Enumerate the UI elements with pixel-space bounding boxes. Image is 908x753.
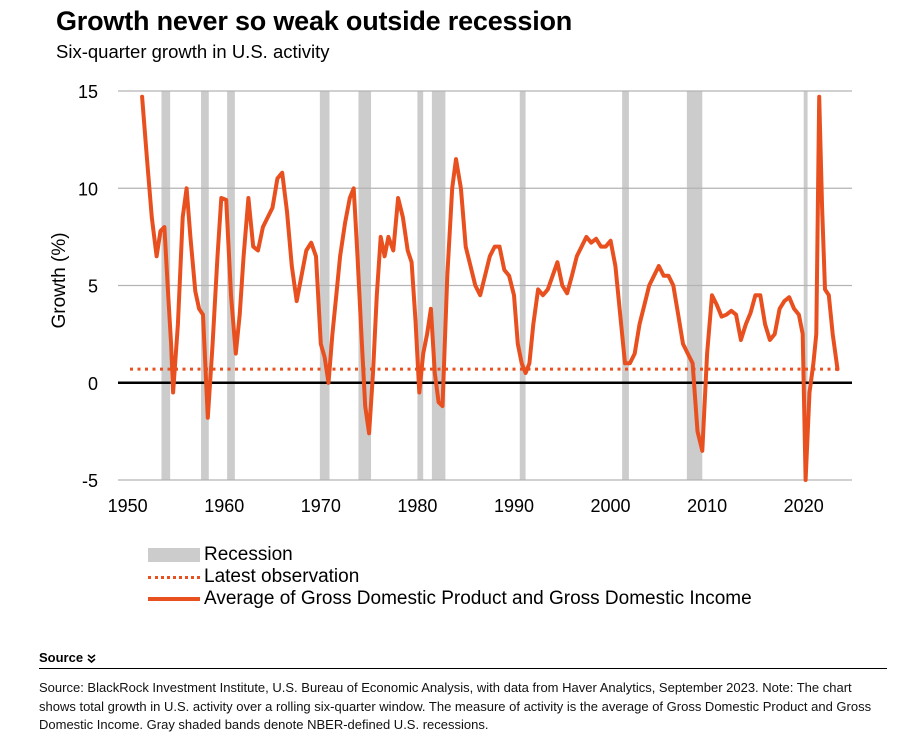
legend-label-recession: Recession — [204, 544, 293, 565]
series-layer — [140, 94, 840, 482]
axis-labels: -5 0 5 10 15 1950 1960 1970 1980 1990 2000 2010 2020… — [49, 82, 824, 516]
chevron-double-down-icon — [87, 654, 96, 664]
legend-item-series: Average of Gross Domestic Product and Gr… — [148, 588, 752, 610]
legend-label-series: Average of Gross Domestic Product and Gr… — [204, 588, 752, 609]
legend-item-latest: Latest observation — [148, 566, 752, 588]
y-tick-label: 0 — [88, 374, 98, 394]
source-note: Source: BlackRock Investment Institute, … — [39, 680, 872, 732]
legend-label-latest: Latest observation — [204, 566, 360, 587]
chart-subtitle: Six-quarter growth in U.S. activity — [56, 41, 330, 62]
legend: Recession Latest observation Average of … — [148, 544, 752, 610]
growth-chart: -5 0 5 10 15 1950 1960 1970 1980 1990 2000 2010 2020… — [49, 82, 852, 516]
source-toggle-button[interactable]: Source — [39, 650, 96, 665]
chart-title: Growth never so weak outside recession — [56, 6, 573, 36]
recession-swatch — [148, 548, 200, 562]
legend-item-recession: Recession — [148, 544, 752, 566]
series-line-gdp-gdi — [140, 94, 840, 482]
x-tick-label: 2010 — [687, 496, 727, 516]
x-tick-label: 2000 — [591, 496, 631, 516]
y-tick-label: 10 — [78, 179, 98, 199]
x-tick-label: 2020 — [784, 496, 824, 516]
x-tick-label: 1960 — [204, 496, 244, 516]
y-axis-label: Growth (%) — [49, 232, 70, 328]
source-divider — [39, 668, 887, 669]
source-toggle-label: Source — [39, 650, 84, 665]
x-tick-label: 1980 — [397, 496, 437, 516]
y-tick-label: 5 — [88, 277, 98, 297]
x-tick-label: 1990 — [494, 496, 534, 516]
y-tick-label: 15 — [78, 82, 98, 102]
series-swatch — [148, 597, 200, 601]
x-tick-label: 1970 — [301, 496, 341, 516]
y-tick-label: -5 — [82, 471, 98, 491]
latest-observation-swatch — [148, 575, 200, 579]
x-tick-label: 1950 — [108, 496, 148, 516]
